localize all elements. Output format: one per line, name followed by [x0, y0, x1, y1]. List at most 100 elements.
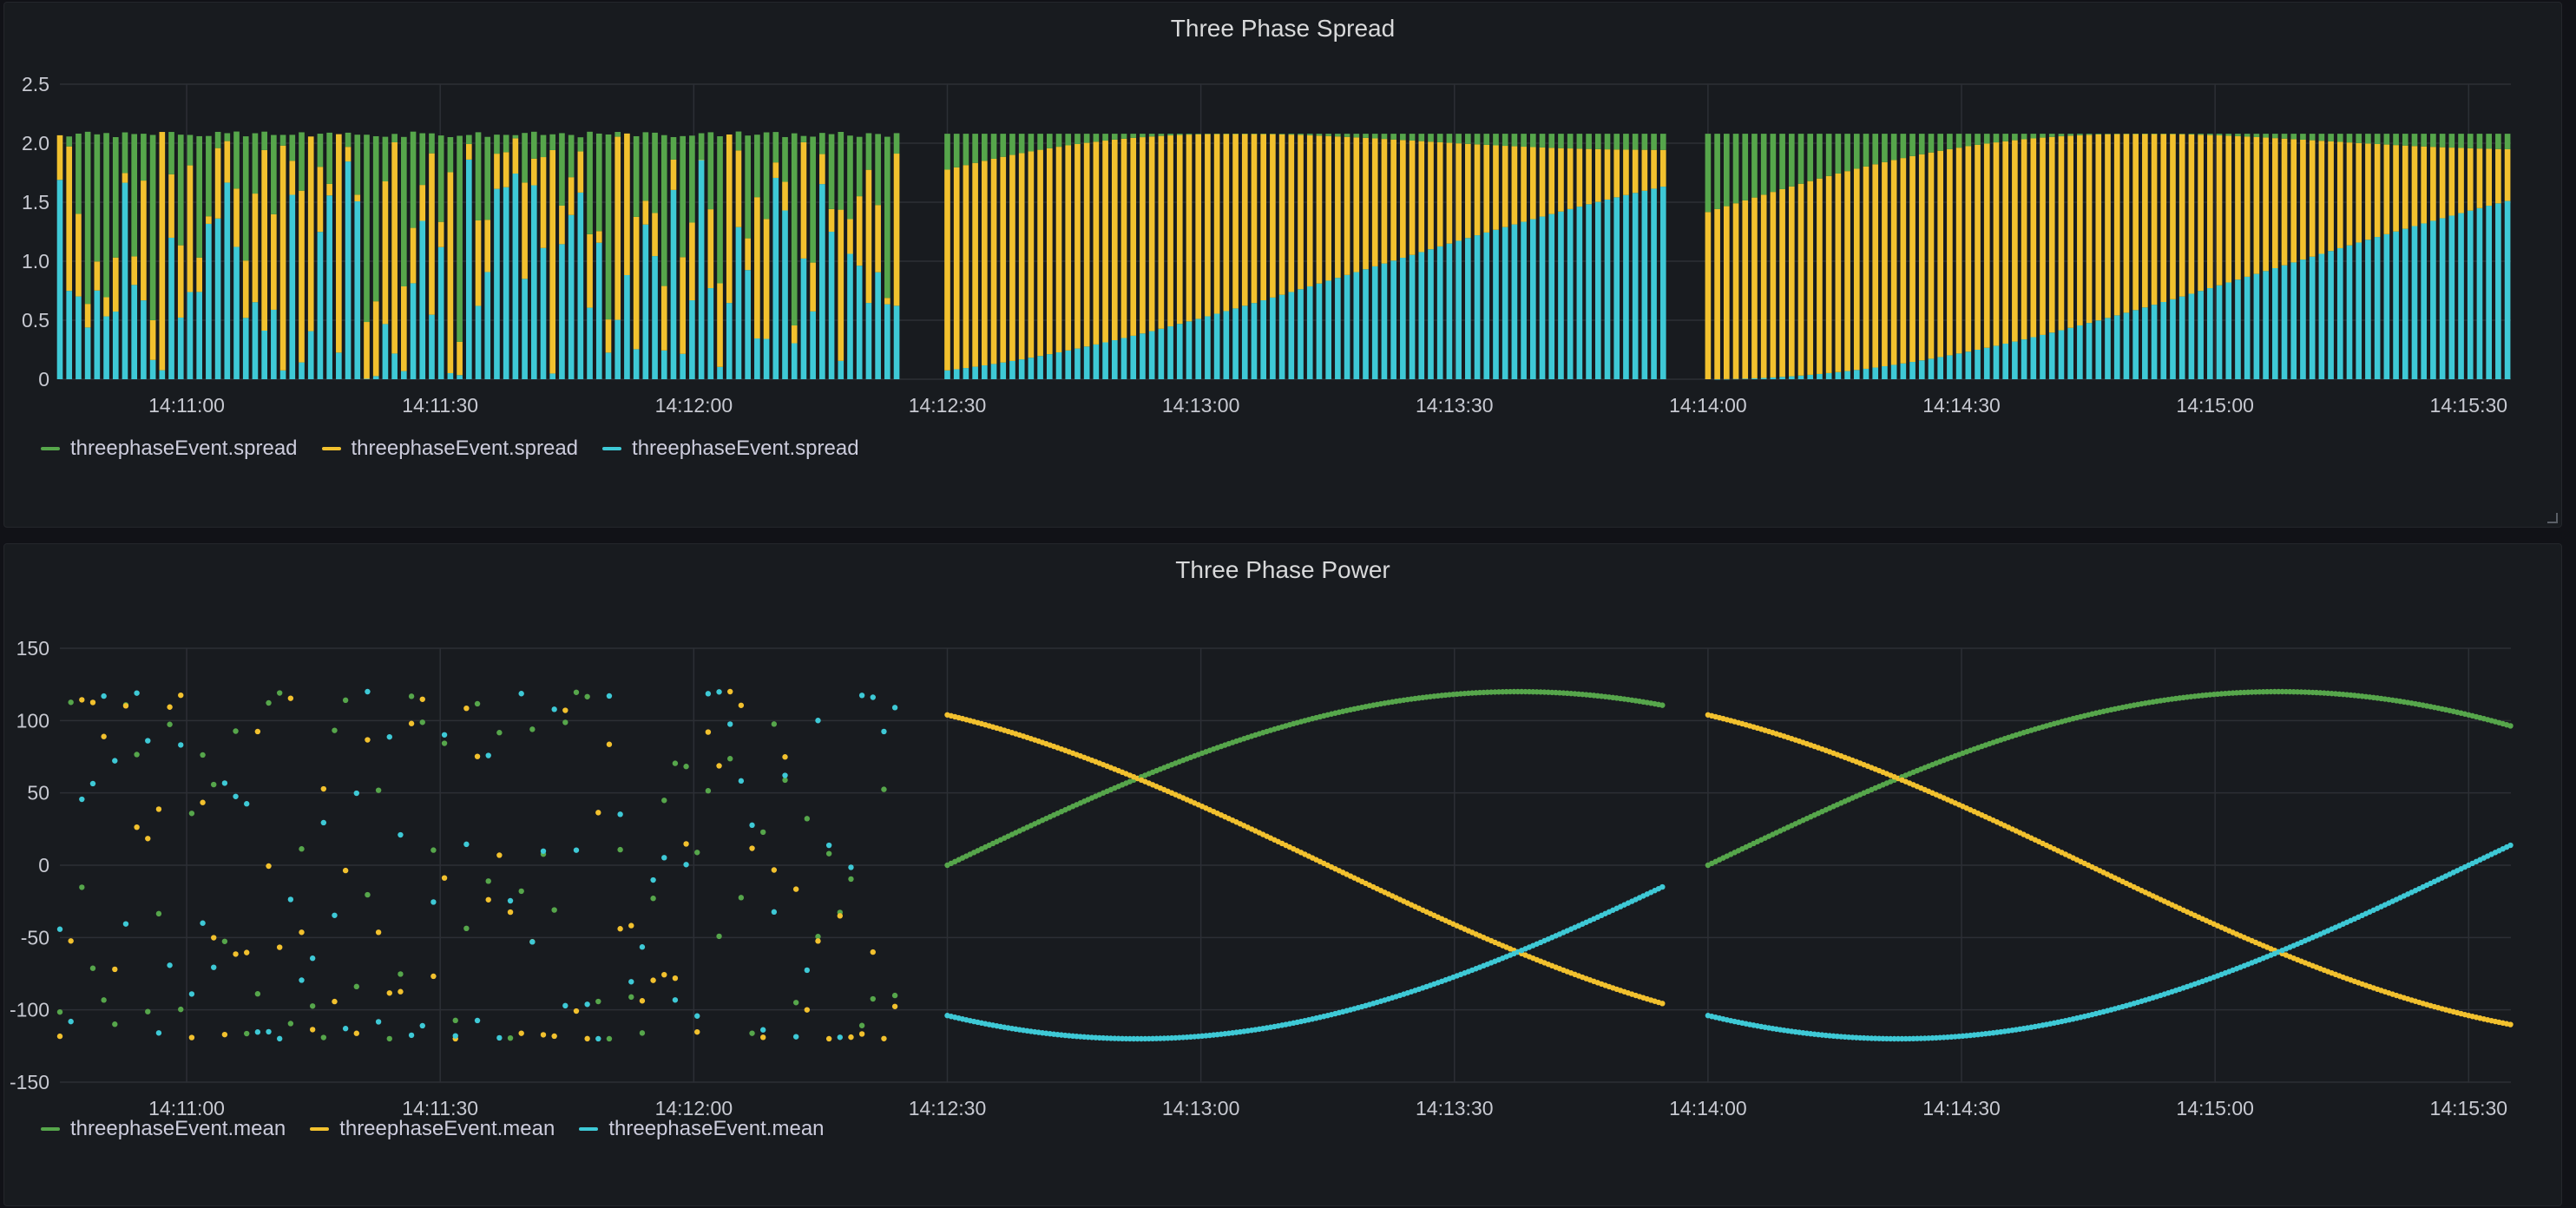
bar-segment	[196, 257, 202, 292]
bar-segment	[2383, 134, 2390, 145]
bar-segment	[94, 261, 101, 291]
bar-segment	[875, 272, 881, 379]
bar-segment	[1298, 289, 1304, 379]
scatter-point	[694, 1013, 700, 1019]
legend-item-spread-cyan[interactable]: threephaseEvent.spread	[602, 437, 859, 461]
bar-segment	[2216, 134, 2223, 136]
scatter-point	[408, 693, 415, 699]
bar-segment	[1037, 134, 1043, 150]
bar-segment	[2263, 271, 2269, 379]
scatter-point	[595, 810, 601, 816]
scatter-point	[309, 1003, 316, 1009]
bar-segment	[689, 222, 695, 301]
bar-segment	[419, 220, 426, 379]
bar-segment	[475, 220, 482, 306]
bar-segment	[2374, 134, 2381, 144]
bar-segment	[1046, 354, 1053, 379]
bar-segment	[782, 181, 788, 211]
bar-segment	[187, 292, 194, 379]
bar-segment	[953, 369, 960, 379]
bar-segment	[317, 134, 324, 167]
bar-segment	[206, 135, 212, 217]
scatter-point	[463, 705, 470, 712]
x-tick-label: 14:15:00	[2176, 394, 2254, 417]
bar-segment	[772, 162, 779, 178]
x-tick-label: 14:15:30	[2430, 1097, 2508, 1119]
bar-segment	[1306, 286, 1313, 379]
bar-segment	[2178, 296, 2185, 379]
bar-segment	[233, 131, 240, 189]
bar-segment	[1335, 134, 1341, 137]
bar-segment	[838, 209, 844, 361]
bar-segment	[642, 224, 649, 379]
bar-segment	[2132, 134, 2139, 311]
bar-segment	[670, 159, 677, 190]
bar-segment	[1093, 134, 1100, 142]
y-tick-label: 1.0	[22, 250, 49, 272]
scatter-point	[705, 691, 712, 697]
bar-segment	[2048, 134, 2055, 137]
scatter-point	[694, 850, 700, 856]
spread-panel-title[interactable]: Three Phase Spread	[1170, 15, 1396, 42]
bar-segment	[336, 352, 342, 379]
bar-segment	[2439, 147, 2446, 219]
scatter-point	[650, 876, 656, 883]
legend-item-power-yellow[interactable]: threephaseEvent.mean	[310, 1117, 555, 1141]
scatter-point	[837, 1034, 844, 1041]
bar-segment	[1223, 134, 1230, 312]
bar-segment	[242, 318, 249, 379]
x-tick-label: 14:14:30	[1922, 394, 2001, 417]
x-tick-label: 14:11:00	[148, 394, 225, 417]
bar-segment	[1723, 206, 1730, 379]
bar-segment	[2002, 344, 2008, 379]
legend-item-spread-yellow[interactable]: threephaseEvent.spread	[321, 437, 578, 461]
bar-segment	[689, 300, 695, 379]
legend-item-spread-green[interactable]: threephaseEvent.spread	[41, 437, 298, 461]
scatter-point	[353, 790, 360, 797]
bar-segment	[1456, 134, 1462, 144]
scatter-point	[398, 831, 404, 838]
bar-segment	[2290, 134, 2297, 140]
bar-segment	[2188, 134, 2195, 294]
bar-segment	[2253, 273, 2260, 379]
x-tick-label: 14:15:00	[2176, 1097, 2254, 1119]
bar-segment	[1594, 201, 1601, 379]
scatter-point	[299, 977, 305, 983]
bar-segment	[475, 305, 482, 379]
bar-segment	[1659, 187, 1666, 379]
bar-segment	[252, 194, 259, 303]
legend-item-power-cyan[interactable]: threephaseEvent.mean	[579, 1117, 825, 1141]
bar-segment	[66, 146, 73, 292]
bar-segment	[1751, 197, 1758, 378]
bar-segment	[1335, 278, 1341, 379]
bar-segment	[503, 187, 509, 379]
bar-segment	[595, 231, 602, 243]
bar-segment	[1521, 147, 1527, 222]
scatter-point	[101, 997, 107, 1003]
legend-item-power-green[interactable]: threephaseEvent.mean	[41, 1117, 286, 1141]
bar-segment	[289, 194, 296, 379]
bar-segment	[2448, 134, 2455, 148]
bar-segment	[1576, 207, 1583, 379]
bar-segment	[2178, 134, 2185, 297]
scatter-point	[276, 1035, 283, 1042]
power-panel-title[interactable]: Three Phase Power	[1175, 556, 1390, 583]
x-tick-label: 14:12:00	[655, 1097, 733, 1119]
bar-segment	[2077, 325, 2083, 379]
bar-segment	[1732, 378, 1739, 380]
bar-segment	[2439, 134, 2446, 148]
bar-segment	[772, 132, 779, 163]
bar-segment	[2178, 134, 2185, 135]
bar-segment	[196, 135, 202, 258]
bar-segment	[1418, 141, 1425, 253]
legend-swatch-cyan	[579, 1127, 599, 1131]
bar-segment	[1028, 151, 1035, 358]
bar-segment	[1530, 147, 1536, 220]
bar-segment	[2300, 134, 2306, 140]
bar-segment	[401, 371, 407, 379]
bar-segment	[745, 238, 751, 271]
resize-handle[interactable]	[2547, 513, 2558, 523]
bar-segment	[1632, 193, 1639, 379]
bar-segment	[1548, 148, 1555, 214]
bar-segment	[735, 226, 742, 379]
